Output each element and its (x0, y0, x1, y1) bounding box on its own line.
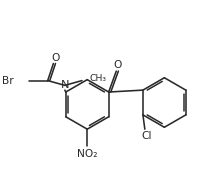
Text: O: O (51, 53, 59, 63)
Text: Cl: Cl (141, 131, 152, 141)
Text: NO₂: NO₂ (77, 149, 97, 159)
Text: O: O (113, 60, 121, 70)
Text: CH₃: CH₃ (90, 74, 107, 83)
Text: N: N (61, 80, 69, 90)
Text: Br: Br (2, 76, 13, 86)
